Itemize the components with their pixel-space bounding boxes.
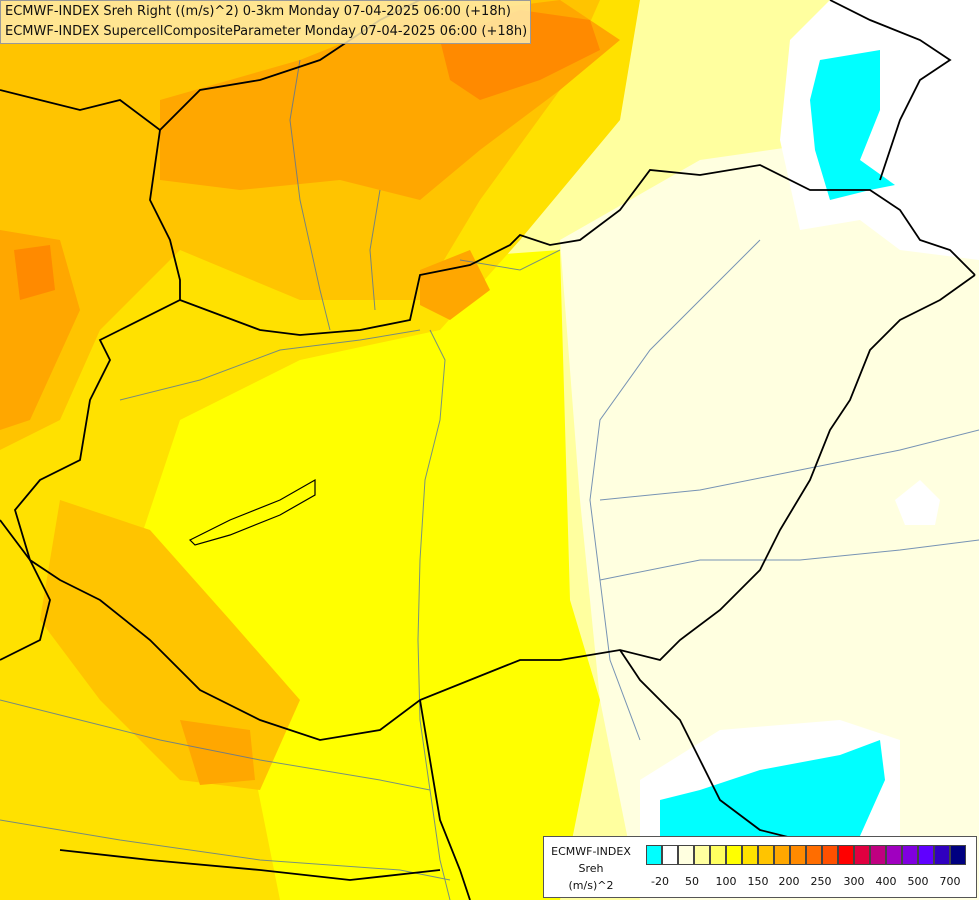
legend-swatch [886, 845, 902, 865]
border-croatia-serbia [419, 699, 471, 900]
river-hron [369, 189, 381, 311]
border-ukraine [829, 0, 952, 181]
river-koros [599, 429, 979, 501]
legend-tick-label: 100 [715, 875, 737, 888]
river-tisza [589, 239, 761, 741]
river-ipel [459, 249, 561, 271]
title-line-1: ECMWF-INDEX Sreh Right ((m/s)^2) 0-3km M… [5, 4, 511, 19]
legend-swatch [774, 845, 790, 865]
legend-swatch [918, 845, 934, 865]
legend-tick-label: 500 [907, 875, 929, 888]
legend-swatch [822, 845, 838, 865]
legend-swatch [726, 845, 742, 865]
river-vah [289, 59, 331, 331]
river-drava [0, 699, 431, 791]
border-hungary-east [13, 274, 976, 741]
legend-swatch [710, 845, 726, 865]
legend-swatch [870, 845, 886, 865]
field-orange-east-patch [420, 250, 490, 320]
legend-tick-label: -20 [651, 875, 669, 888]
border-croatia-bosnia [59, 849, 441, 881]
color-legend: ECMWF-INDEX Sreh (m/s)^2 -20 50 100 150 200 2… [543, 836, 977, 898]
legend-title-unit: (m/s)^2 [568, 879, 614, 892]
legend-tick-label: 150 [747, 875, 769, 888]
legend-swatch [902, 845, 918, 865]
legend-swatch [806, 845, 822, 865]
rivers [0, 59, 979, 900]
legend-swatch [662, 845, 678, 865]
title-box: ECMWF-INDEX Sreh Right ((m/s)^2) 0-3km M… [0, 0, 531, 44]
legend-tick-label: 700 [939, 875, 961, 888]
legend-swatch [950, 845, 966, 865]
legend-tick-label: 50 [685, 875, 699, 888]
field-orange-south [180, 720, 255, 785]
legend-swatch [678, 845, 694, 865]
legend-swatch [934, 845, 950, 865]
legend-tick-label: 400 [875, 875, 897, 888]
legend-tick-label: 250 [810, 875, 832, 888]
legend-swatch [838, 845, 854, 865]
field-orange-dark-west [14, 245, 55, 300]
legend-title-variable: Sreh [578, 862, 604, 875]
legend-swatch [742, 845, 758, 865]
border-slovenia [0, 519, 51, 661]
legend-swatch [854, 845, 870, 865]
legend-swatch [646, 845, 662, 865]
field-cyan-se [660, 740, 885, 836]
title-line-2: ECMWF-INDEX SupercellCompositeParameter … [5, 24, 528, 39]
border-romania-serbia [619, 649, 801, 841]
river-danube [417, 329, 451, 900]
lake-balaton [188, 478, 316, 546]
legend-swatch [694, 845, 710, 865]
legend-swatch [790, 845, 806, 865]
field-cyan-ne [810, 50, 895, 200]
legend-swatch [758, 845, 774, 865]
border-hungary-north [119, 164, 976, 336]
river-maros [599, 539, 979, 581]
field-white-east-patch [895, 480, 940, 525]
river-raba [119, 329, 421, 401]
legend-tick-label: 200 [778, 875, 800, 888]
field-yellow-orange-south [40, 500, 300, 790]
legend-tick-label: 300 [843, 875, 865, 888]
field-white-ne [780, 0, 979, 260]
legend-title-model: ECMWF-INDEX [551, 845, 631, 858]
